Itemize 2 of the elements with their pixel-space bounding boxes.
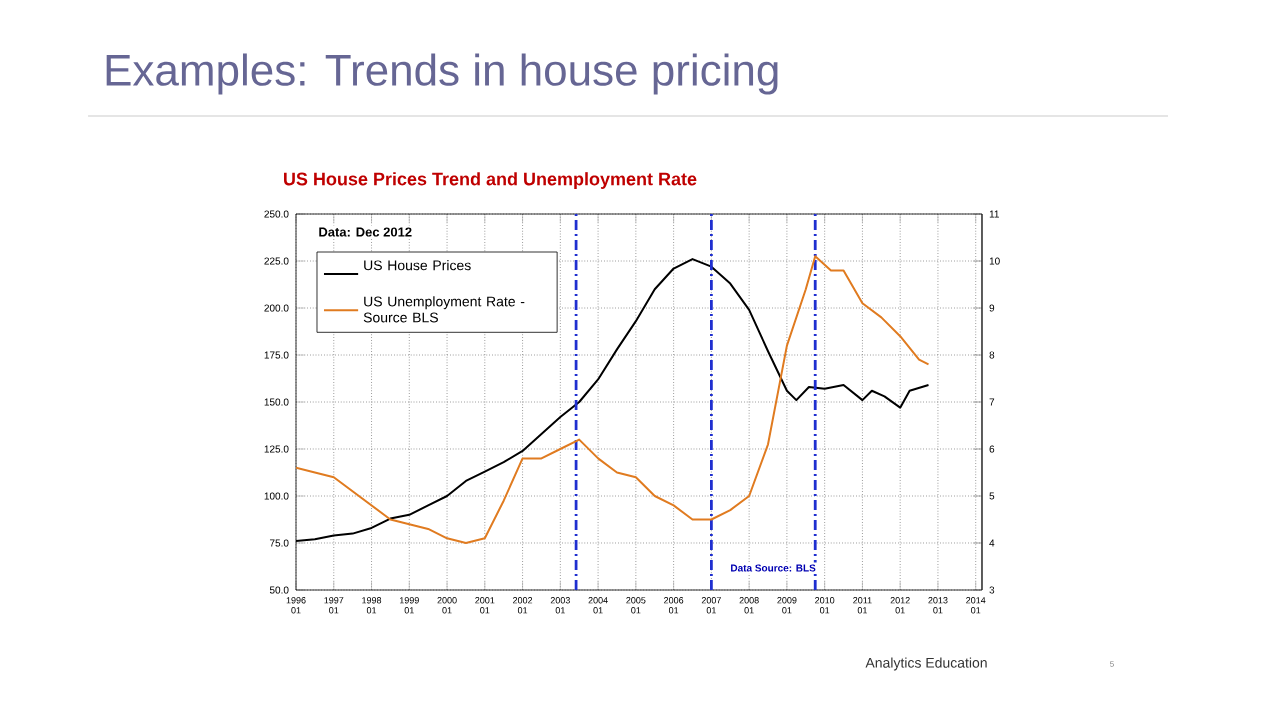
chart-subtitle: US House Prices Trend and Unemployment Rate <box>284 172 697 189</box>
chart-title: Examples: Trends in house pricing <box>106 53 778 95</box>
